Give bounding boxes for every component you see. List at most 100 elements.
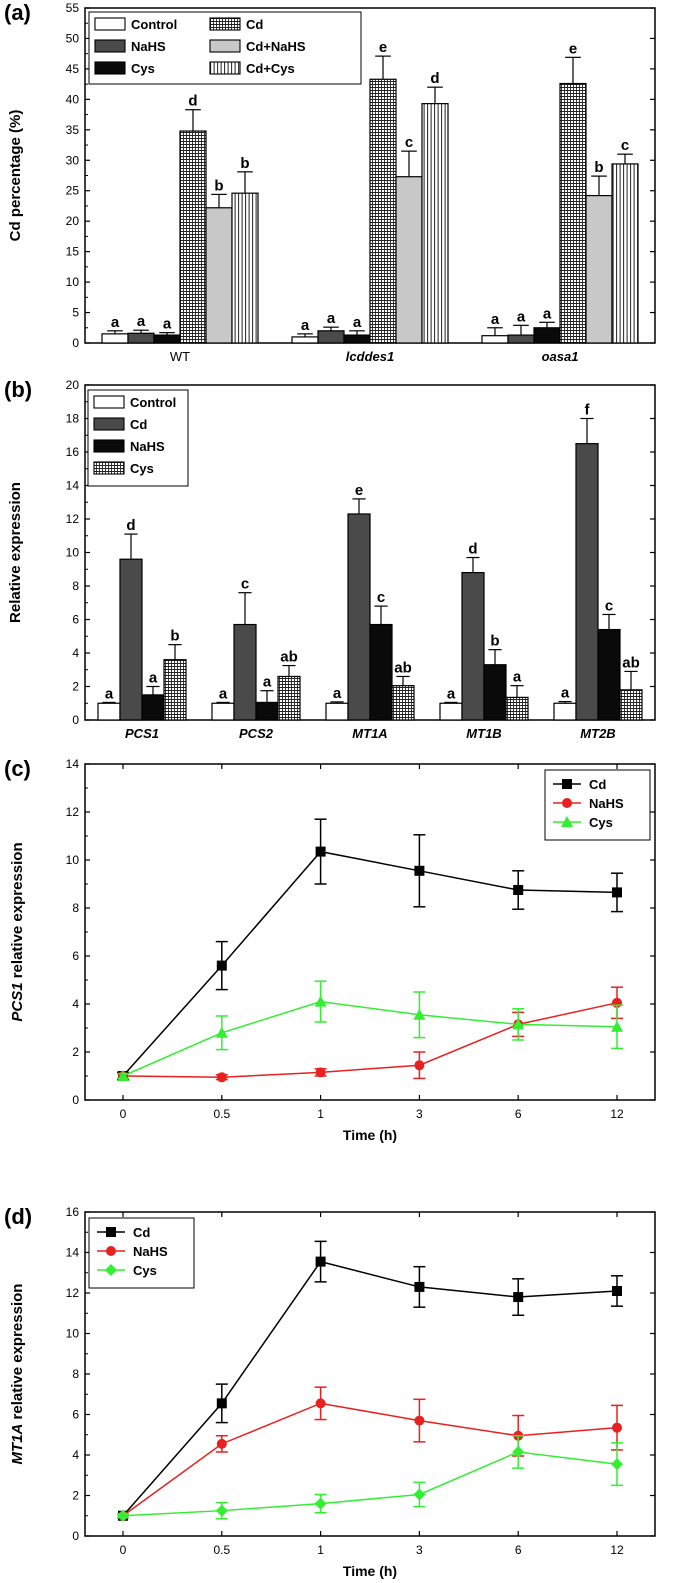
bar-cys	[505, 696, 529, 721]
panel-label: (d)	[4, 1204, 32, 1229]
x-tick-label: 6	[515, 1107, 522, 1121]
x-axis-label: Time (h)	[343, 1127, 397, 1143]
legend-label: Cys	[130, 461, 154, 476]
significance-label: d	[468, 541, 477, 558]
significance-label: b	[594, 159, 603, 176]
panel-c-line-chart: 0 2 4 6 8 10 12 14 0 0.5 1 3 6 12 Time (h) PCS1 relativ…	[4, 756, 656, 1143]
data-point-cys	[215, 1504, 228, 1517]
data-point-cd	[315, 1256, 326, 1267]
data-point-cd	[612, 887, 622, 898]
series-line-cd	[122, 850, 618, 1077]
x-tick-label: 0.5	[213, 1543, 230, 1557]
legend-marker-cd	[562, 779, 572, 789]
legend-label: Cd	[133, 1225, 150, 1240]
data-point-cys	[314, 1497, 327, 1510]
y-tick-label: 4	[72, 997, 79, 1011]
significance-label: a	[447, 685, 456, 702]
panel-a-bar-chart: 0 5 10 15 20 25 30 35 40 45 50 55 Cd percentage (%) (…	[4, 0, 656, 364]
legend-marker-nahs	[106, 1246, 116, 1256]
y-axis-label: Relative expression	[7, 482, 24, 623]
legend-swatch	[209, 39, 241, 53]
bar-nahs	[483, 664, 507, 721]
bar-control	[97, 702, 121, 721]
data-point-cd	[315, 846, 326, 857]
y-tick-label: 10	[66, 546, 80, 560]
x-axis-label: Time (h)	[343, 1563, 397, 1579]
bar-cd	[575, 443, 599, 721]
bar-cys	[277, 675, 301, 721]
bar-control	[481, 335, 509, 344]
panel-label: (c)	[4, 756, 31, 781]
data-point-cd	[513, 885, 524, 895]
x-category-label: MT1B	[466, 726, 501, 741]
significance-label: b	[240, 155, 249, 172]
legend-swatch	[209, 61, 241, 75]
x-category-label: MT2B	[580, 726, 615, 741]
y-tick-label: 16	[66, 1205, 80, 1219]
y-tick-label: 4	[72, 1448, 79, 1462]
bar-cd-nahs	[395, 176, 423, 344]
y-tick-label: 18	[66, 412, 80, 426]
bar-cd	[369, 78, 397, 344]
significance-label: c	[605, 597, 613, 614]
data-point-cys	[611, 1458, 623, 1471]
significance-label: c	[377, 589, 385, 606]
x-category-label: lcddes1	[346, 349, 394, 364]
data-point-cys	[611, 1020, 623, 1032]
legend-label: NaHS	[131, 39, 166, 54]
legend-label: NaHS	[133, 1244, 168, 1259]
y-tick-label: 6	[72, 613, 79, 627]
y-tick-label: 40	[66, 92, 80, 106]
panel-d-line-chart: 0 2 4 6 8 10 12 14 16 0 0.5 1 3 6 12 Time (h) MT1A relat…	[4, 1204, 656, 1579]
y-tick-label: 4	[72, 646, 79, 660]
significance-label: ab	[394, 659, 412, 676]
x-tick-label: 12	[610, 1543, 624, 1557]
data-point-cys	[413, 1488, 426, 1501]
series-line-cd	[122, 1260, 618, 1517]
significance-label: a	[353, 314, 362, 331]
y-tick-label: 15	[66, 245, 80, 259]
y-tick-label: 14	[66, 757, 80, 771]
significance-label: a	[491, 311, 500, 328]
significance-label: b	[170, 628, 179, 645]
y-tick-label: 6	[72, 1408, 79, 1422]
y-tick-label: 14	[66, 1246, 80, 1260]
legend-swatch	[94, 61, 126, 75]
bar-nahs	[597, 628, 621, 721]
bar-control	[325, 702, 349, 721]
bar-cd-nahs	[205, 207, 233, 344]
legend-marker-cys	[105, 1264, 117, 1276]
y-tick-label: 5	[72, 306, 79, 320]
bar-nahs	[507, 334, 535, 344]
data-point-cys	[413, 1008, 426, 1020]
significance-label: e	[379, 39, 387, 56]
legend-marker-nahs	[562, 798, 572, 808]
bar-control	[553, 702, 577, 721]
legend-label: Control	[131, 17, 177, 32]
significance-label: c	[405, 134, 413, 151]
significance-label: a	[561, 685, 570, 702]
legend-swatch	[94, 17, 126, 31]
y-tick-label: 45	[66, 62, 80, 76]
legend-label: Cd	[589, 777, 606, 792]
x-tick-label: 1	[317, 1543, 324, 1557]
bar-nahs	[127, 332, 155, 344]
significance-label: a	[263, 674, 272, 691]
significance-label: a	[219, 685, 228, 702]
y-tick-label: 50	[66, 31, 80, 45]
bar-cd-cys	[611, 163, 639, 344]
data-point-nahs	[315, 1067, 326, 1078]
panel-b-bar-chart: 0 2 4 6 8 10 12 14 16 18 20 Relative expression (b) P…	[4, 377, 656, 741]
data-point-nahs	[612, 1422, 622, 1433]
data-point-cd	[414, 865, 425, 876]
y-tick-label: 8	[72, 579, 79, 593]
data-point-cd	[216, 1398, 227, 1409]
y-tick-label: 8	[72, 1367, 79, 1381]
significance-label: a	[543, 305, 552, 322]
y-tick-label: 0	[72, 1529, 79, 1543]
series-line-cys	[122, 1000, 618, 1077]
x-tick-label: 3	[416, 1543, 423, 1557]
x-tick-label: 1	[317, 1107, 324, 1121]
data-point-cd	[513, 1292, 524, 1303]
legend-label: Cys	[133, 1263, 157, 1278]
